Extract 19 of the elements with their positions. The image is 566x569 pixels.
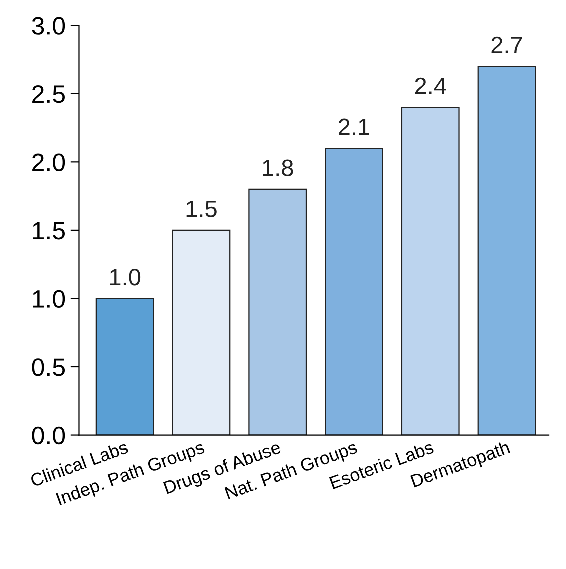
y-tick-label: 2.0 xyxy=(32,154,66,172)
y-tick-label: 2.5 xyxy=(32,85,65,104)
y-tick-label: 3.0 xyxy=(32,17,66,35)
data-label: 2.4 xyxy=(415,78,446,94)
data-label: 1.8 xyxy=(263,160,294,176)
bar xyxy=(96,298,154,436)
y-tick-label: 0.0 xyxy=(32,426,66,445)
y-tick-label: 0.5 xyxy=(32,358,65,376)
bar xyxy=(248,188,308,436)
bar xyxy=(401,106,460,436)
bar xyxy=(325,148,384,436)
bar xyxy=(172,230,231,436)
y-tick-label: 1.0 xyxy=(33,290,66,308)
data-label: 2.1 xyxy=(339,118,370,136)
bar xyxy=(478,66,536,436)
data-label: 2.7 xyxy=(492,36,522,54)
data-label: 1.0 xyxy=(110,269,141,286)
data-label: 1.5 xyxy=(186,200,217,218)
y-tick-label: 1.5 xyxy=(33,222,65,240)
